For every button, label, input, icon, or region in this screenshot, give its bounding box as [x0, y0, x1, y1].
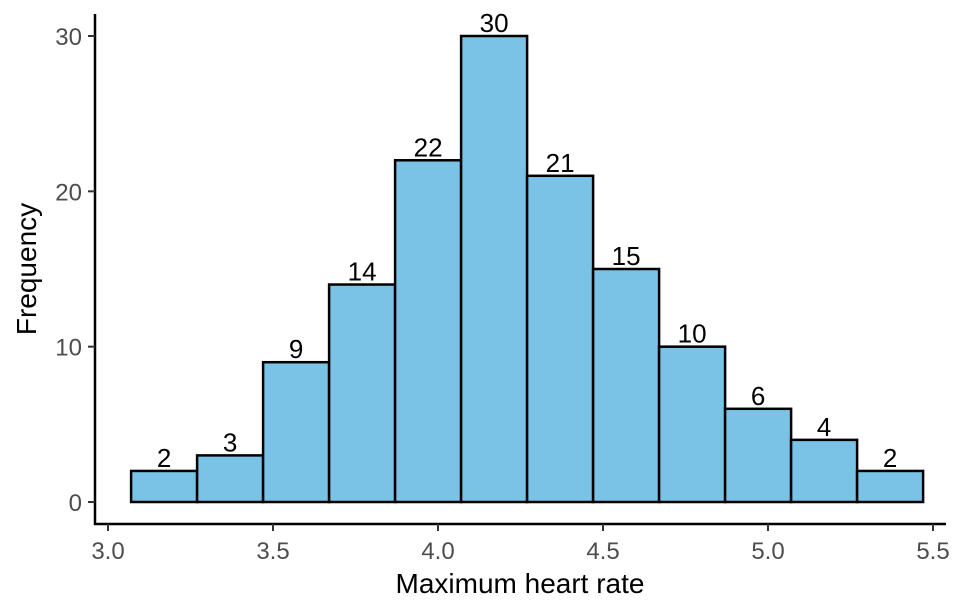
- y-tick-label: 20: [55, 179, 82, 206]
- y-tick-label: 10: [55, 335, 82, 362]
- bar-value-label: 30: [480, 8, 509, 38]
- histogram-bar: [129, 469, 199, 504]
- histogram-bar: [327, 283, 397, 504]
- bar-labels-group: 2 3 9 14 22 30 21 15 10 6 4 2: [157, 8, 897, 473]
- y-tick-label: 0: [69, 490, 82, 517]
- bar-value-label: 6: [751, 381, 765, 411]
- histogram-bar: [393, 159, 463, 504]
- x-tick-label: 5.5: [916, 538, 949, 565]
- histogram-bar: [657, 345, 727, 504]
- histogram-bar: [591, 267, 661, 504]
- bar-value-label: 3: [223, 427, 237, 457]
- x-tick-label: 3.5: [256, 538, 289, 565]
- x-tick-label: 4.0: [421, 538, 454, 565]
- bar-value-label: 4: [817, 412, 831, 442]
- bar-value-label: 2: [157, 443, 171, 473]
- y-axis-title: Frequency: [11, 203, 42, 335]
- histogram-bar: [195, 454, 265, 504]
- histogram-bar: [261, 360, 331, 504]
- bar-value-label: 22: [414, 132, 443, 162]
- bar-value-label: 10: [678, 319, 707, 349]
- x-axis-title: Maximum heart rate: [396, 568, 645, 599]
- x-axis-ticks: 3.0 3.5 4.0 4.5 5.0 5.5: [91, 524, 950, 565]
- bar-value-label: 15: [612, 241, 641, 271]
- bar-value-label: 9: [289, 334, 303, 364]
- x-tick-label: 5.0: [751, 538, 784, 565]
- histogram-bar: [855, 469, 925, 504]
- bars-group: [129, 34, 925, 504]
- x-tick-label: 3.0: [91, 538, 124, 565]
- x-tick-label: 4.5: [586, 538, 619, 565]
- histogram-bar: [723, 407, 793, 504]
- histogram-bar: [789, 438, 859, 504]
- bar-value-label: 14: [348, 257, 377, 287]
- bar-value-label: 2: [883, 443, 897, 473]
- y-tick-label: 30: [55, 24, 82, 51]
- bar-value-label: 21: [546, 148, 575, 178]
- histogram-bar: [525, 174, 595, 504]
- histogram-bar: [459, 34, 529, 504]
- y-axis-ticks: 0 10 20 30: [55, 24, 95, 517]
